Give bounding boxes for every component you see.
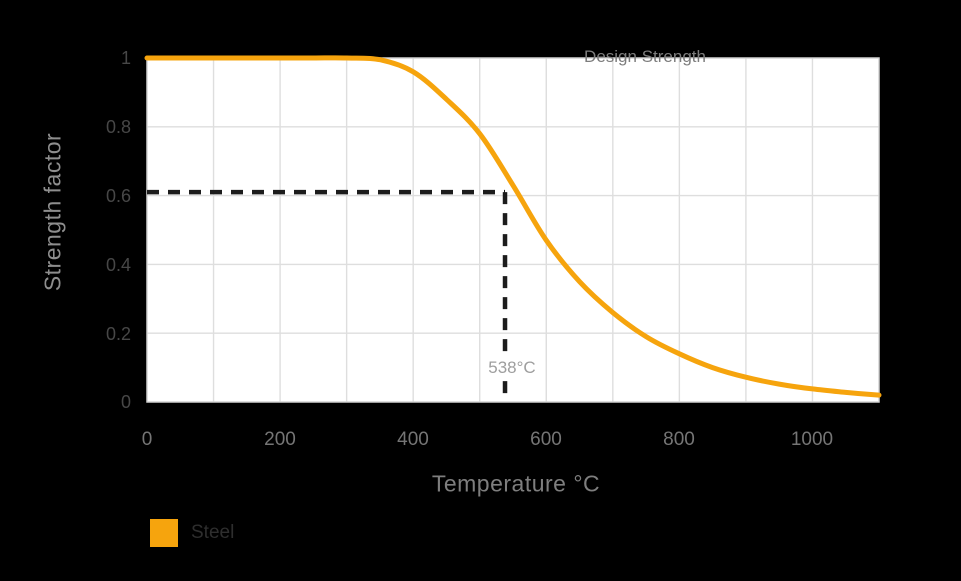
legend-swatch-steel — [150, 519, 178, 547]
x-tick-label: 600 — [530, 429, 562, 450]
x-tick-label: 1000 — [790, 429, 834, 450]
design-strength-annotation: Design Strength — [584, 47, 706, 66]
reference-temperature-label: 538°C — [485, 358, 539, 378]
y-tick-label: 1 — [120, 48, 131, 68]
y-tick-label: 0.8 — [105, 117, 131, 137]
legend-label-steel: Steel — [191, 522, 235, 543]
x-tick-label: 200 — [264, 429, 296, 450]
y-tick-label: 0.6 — [105, 186, 131, 206]
x-axis-title: Temperature °C — [431, 470, 601, 497]
y-tick-label: 0.2 — [105, 324, 131, 344]
x-tick-label: 0 — [141, 429, 153, 450]
x-tick-label: 800 — [663, 429, 695, 450]
x-tick-label: 400 — [397, 429, 429, 450]
y-tick-label: 0 — [120, 392, 131, 412]
y-tick-label: 0.4 — [105, 255, 131, 275]
legend: Steel — [150, 519, 234, 547]
